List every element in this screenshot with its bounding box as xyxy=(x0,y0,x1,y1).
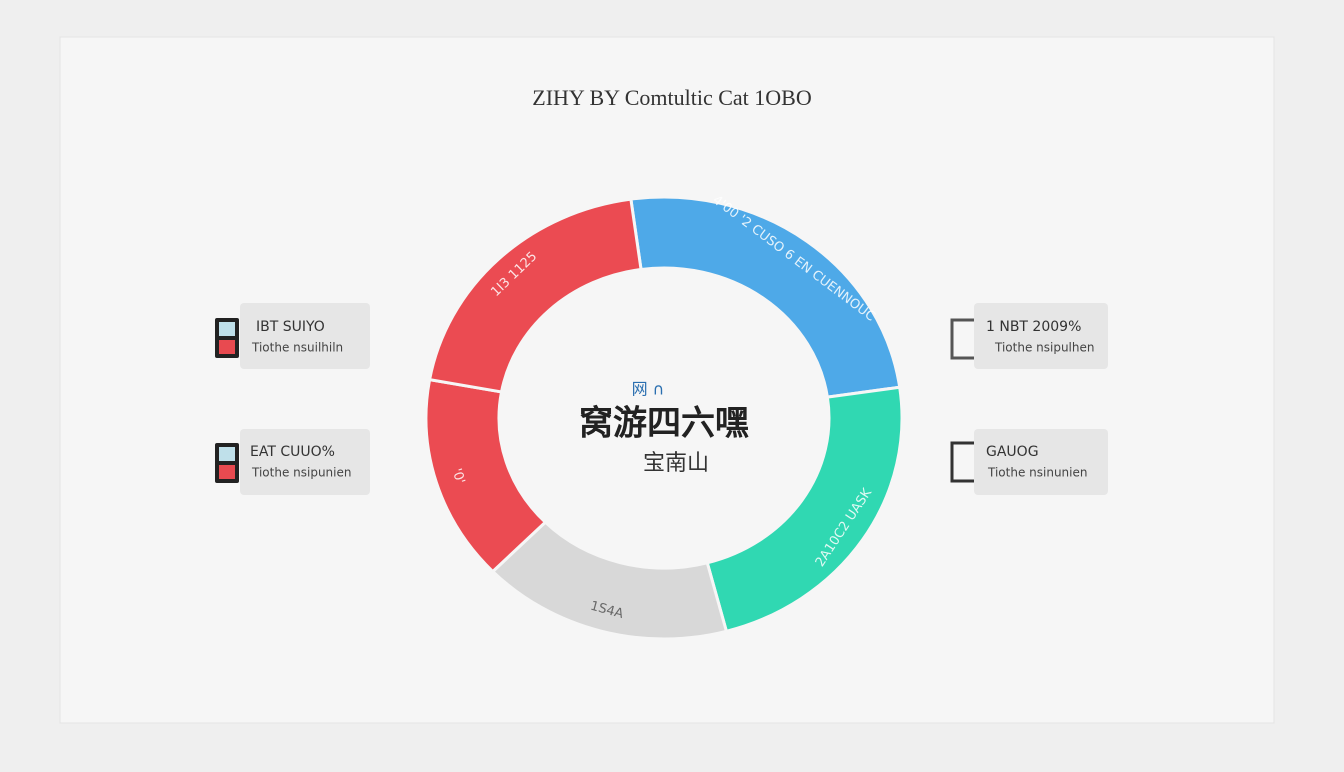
donut-segment xyxy=(629,195,902,399)
card-title: GAUOG xyxy=(986,444,1039,460)
card-title: EAT CUUO% xyxy=(250,444,335,460)
center-label: 宝南山 xyxy=(643,451,709,476)
card-subtitle: Tiothe nsinunien xyxy=(987,466,1087,480)
center-label: 网 ∩ xyxy=(632,380,665,399)
card-title: IBT SUIYO xyxy=(256,319,325,335)
card-subtitle: Tiothe nsipulhen xyxy=(994,341,1095,355)
card-subtitle: Tiothe nsuilhiln xyxy=(251,341,343,355)
card-title: 1 NBT 2009% xyxy=(986,319,1081,335)
card-icons xyxy=(215,303,1108,495)
segment-label: '0' xyxy=(448,467,467,486)
center-label: 窝游四六嘿 xyxy=(579,404,749,444)
donut-segment xyxy=(427,197,643,394)
card-subtitle: Tiothe nsipunien xyxy=(251,466,352,480)
chart-title: ZIHY BY Comtultic Cat 1OBO xyxy=(532,85,811,110)
